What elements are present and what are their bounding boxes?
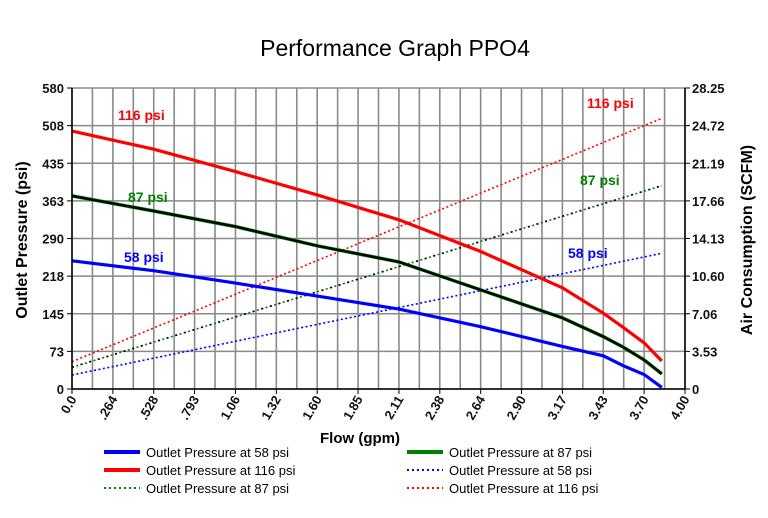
x-tick-label: .528 bbox=[136, 393, 162, 422]
y2-tick-label: 17.66 bbox=[692, 194, 725, 209]
legend-label: Outlet Pressure at 87 psi bbox=[146, 481, 289, 496]
legend-item: Outlet Pressure at 87 psi bbox=[104, 481, 289, 496]
y-axis-label: Outlet Pressure (psi) bbox=[14, 161, 31, 318]
x-tick-label: 3.17 bbox=[544, 393, 570, 422]
annotations: 116 psi 87 psi 58 psi 116 psi 87 psi 58 psi bbox=[118, 95, 634, 265]
x-tick-label: 1.85 bbox=[340, 393, 366, 422]
x-tick-label: 1.32 bbox=[258, 393, 284, 422]
y-tick-label: 363 bbox=[42, 194, 64, 209]
grid bbox=[71, 87, 686, 390]
y-tick-label: 0 bbox=[57, 382, 64, 397]
x-tick-label: .264 bbox=[95, 392, 121, 422]
y2-tick-label: 14.13 bbox=[692, 232, 725, 247]
x-tick-label: 2.11 bbox=[381, 393, 406, 422]
air-consumption-line-116 bbox=[71, 117, 663, 363]
legend-item: Outlet Pressure at 58 psi bbox=[407, 463, 592, 478]
y-tick-label: 435 bbox=[42, 156, 64, 171]
y-tick-label: 290 bbox=[42, 232, 64, 247]
y2-tick-label: 21.19 bbox=[692, 156, 725, 171]
legend-label: Outlet Pressure at 58 psi bbox=[449, 463, 592, 478]
legend-label: Outlet Pressure at 87 psi bbox=[449, 445, 592, 460]
x-tick-label: 3.43 bbox=[585, 393, 611, 422]
legend-item: Outlet Pressure at 58 psi bbox=[104, 445, 289, 460]
legend-label: Outlet Pressure at 58 psi bbox=[146, 445, 289, 460]
outlet-pressure-line-116 bbox=[71, 129, 663, 363]
legend: Outlet Pressure at 58 psi Outlet Pressure… bbox=[104, 445, 598, 496]
legend-label: Outlet Pressure at 116 psi bbox=[449, 481, 598, 496]
outlet-pressure-line-87-overlay bbox=[71, 194, 663, 375]
y-tick-label: 145 bbox=[42, 307, 64, 322]
y2-tick-label: 7.06 bbox=[692, 307, 717, 322]
x-tick-label: 2.90 bbox=[503, 393, 529, 422]
x-tick-label: 1.60 bbox=[299, 393, 325, 422]
x-tick-label: 2.38 bbox=[422, 393, 448, 422]
legend-label: Outlet Pressure at 116 psi bbox=[146, 463, 295, 478]
x-tick-label: 3.70 bbox=[626, 393, 652, 422]
air-consumption-line-87-overlay bbox=[71, 184, 663, 369]
legend-item: Outlet Pressure at 116 psi bbox=[407, 481, 598, 496]
y-tick-label: 73 bbox=[50, 344, 64, 359]
x-tick-label: .793 bbox=[177, 393, 203, 422]
series-annotation: 87 psi bbox=[580, 172, 620, 188]
series-annotation: 87 psi bbox=[128, 189, 168, 205]
y2-tick-label: 10.60 bbox=[692, 269, 725, 284]
series-annotation: 116 psi bbox=[587, 95, 634, 111]
series-annotation: 116 psi bbox=[118, 107, 165, 123]
series-layer bbox=[71, 117, 663, 389]
air-consumption-line-58 bbox=[71, 252, 662, 376]
x-tick-label: 4.00 bbox=[667, 393, 693, 422]
y2-tick-label: 24.72 bbox=[692, 119, 725, 134]
x-tick-label: 1.06 bbox=[217, 393, 243, 422]
x-axis-label: Flow (gpm) bbox=[320, 430, 400, 447]
y2-tick-label: 0 bbox=[692, 382, 699, 397]
y-tick-label: 218 bbox=[42, 269, 64, 284]
series-annotation: 58 psi bbox=[568, 245, 608, 261]
y2-axis-label: Air Consumption (SCFM) bbox=[739, 145, 756, 335]
outlet-pressure-line-58 bbox=[71, 259, 663, 389]
y2-tick-label: 3.53 bbox=[692, 344, 717, 359]
series-annotation: 58 psi bbox=[124, 249, 164, 265]
y-tick-label: 580 bbox=[42, 81, 64, 96]
y2-tick-label: 28.25 bbox=[692, 81, 725, 96]
legend-item: Outlet Pressure at 87 psi bbox=[407, 445, 592, 460]
y-tick-label: 508 bbox=[42, 119, 64, 134]
outlet-pressure-line-87 bbox=[71, 194, 663, 376]
legend-item: Outlet Pressure at 116 psi bbox=[104, 463, 295, 478]
x-tick-label: 2.64 bbox=[463, 392, 489, 422]
chart-title: Performance Graph PPO4 bbox=[260, 35, 530, 61]
